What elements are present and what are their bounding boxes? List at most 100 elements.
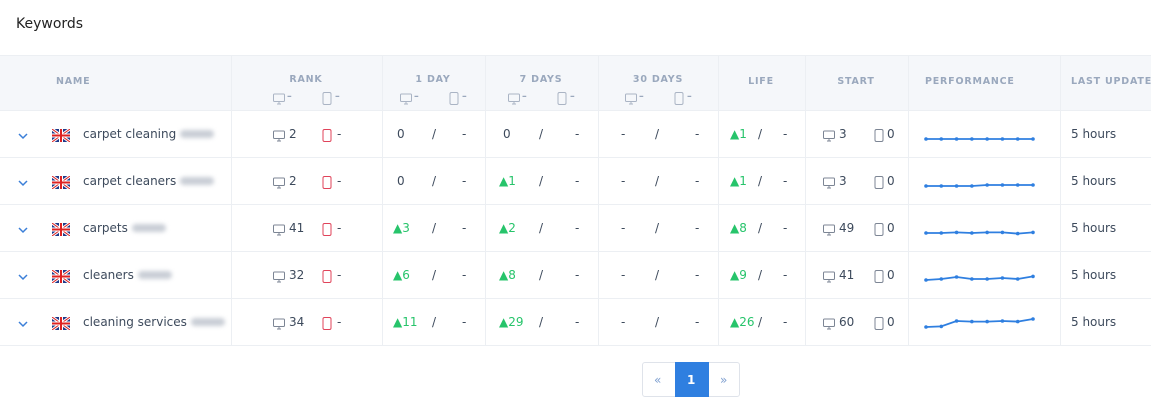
column-header[interactable]: 7 DAYS <box>519 74 563 85</box>
monitor-icon <box>273 315 285 330</box>
life-mobile: - <box>783 127 788 141</box>
separator: / <box>539 315 544 329</box>
column-header[interactable]: 30 DAYS <box>632 74 684 85</box>
performance-point <box>1015 137 1020 141</box>
performance-point <box>939 277 944 281</box>
keyword[interactable]: carpet cleaning <box>83 127 177 141</box>
page-next[interactable]: » <box>720 373 728 387</box>
life-mobile: - <box>783 315 788 329</box>
column-header[interactable]: RANK <box>289 74 323 85</box>
separator: / <box>432 221 437 235</box>
life-change: ▲8 <box>730 221 747 235</box>
performance-point <box>954 137 959 141</box>
day30-mobile: - <box>695 174 700 188</box>
day1-mobile: - <box>462 315 467 329</box>
monitor-icon <box>400 90 412 105</box>
last-update: 5 hours <box>1071 221 1117 235</box>
performance-point <box>1031 137 1035 141</box>
column-header[interactable]: NAME <box>56 76 91 87</box>
rank-desktop: 2 <box>289 127 297 141</box>
mobile-sub: – <box>570 91 576 102</box>
life-change: ▲1 <box>730 127 747 141</box>
monitor-icon <box>823 174 835 189</box>
rank-mobile: - <box>337 268 342 282</box>
monitor-icon <box>625 90 637 105</box>
performance-line <box>926 184 1033 187</box>
column-header[interactable]: 1 DAY <box>415 74 451 85</box>
day30-mobile: - <box>695 127 700 141</box>
day30-mobile: - <box>695 268 700 282</box>
rank-desktop: 34 <box>289 315 305 329</box>
column-header[interactable]: START <box>837 76 875 87</box>
desktop-sub: – <box>522 91 528 102</box>
performance-point <box>1000 183 1005 187</box>
start-mobile: 0 <box>887 221 895 235</box>
separator: / <box>758 221 763 235</box>
row-divider <box>0 157 1151 158</box>
separator: / <box>432 174 437 188</box>
keyword[interactable]: cleaning services <box>83 315 187 329</box>
uk-flag <box>51 174 71 191</box>
keyword[interactable]: cleaners <box>83 268 134 282</box>
blurred-url <box>191 318 225 326</box>
mobile-icon <box>322 315 334 330</box>
mobile-icon <box>674 90 686 105</box>
separator: / <box>655 268 660 282</box>
expand-toggle[interactable] <box>18 125 28 140</box>
keyword[interactable]: carpet cleaners <box>83 174 177 188</box>
desktop-sub: – <box>639 91 645 102</box>
column-header[interactable]: LAST UPDATE <box>1071 76 1151 87</box>
column-header[interactable]: PERFORMANCE <box>925 76 1015 87</box>
blurred-url <box>132 224 166 232</box>
separator: / <box>432 315 437 329</box>
row-divider <box>0 55 1151 56</box>
performance-point <box>1031 317 1035 321</box>
last-update: 5 hours <box>1071 127 1117 141</box>
monitor-icon <box>508 90 520 105</box>
keyword[interactable]: carpets <box>83 221 128 235</box>
start-mobile: 0 <box>887 174 895 188</box>
life-mobile: - <box>783 268 788 282</box>
expand-toggle[interactable] <box>18 172 28 187</box>
performance-point <box>985 277 989 281</box>
day7-change: ▲2 <box>499 221 516 235</box>
start-mobile: 0 <box>887 315 895 329</box>
column-header[interactable]: LIFE <box>748 76 774 87</box>
mobile-icon <box>557 90 569 105</box>
expand-toggle[interactable] <box>18 219 28 234</box>
row-divider <box>0 345 1151 346</box>
mobile-icon <box>322 127 334 142</box>
column-divider <box>231 55 232 345</box>
mobile-icon <box>449 90 461 105</box>
day30-change: - <box>621 315 626 329</box>
rank-desktop: 41 <box>289 221 305 235</box>
day7-mobile: - <box>575 174 580 188</box>
column-divider <box>908 55 909 345</box>
performance-point <box>1031 274 1035 279</box>
last-update: 5 hours <box>1071 174 1117 188</box>
performance-point <box>970 184 974 188</box>
performance-point <box>939 231 944 235</box>
day30-mobile: - <box>695 221 700 235</box>
day1-change: ▲3 <box>393 221 410 235</box>
monitor-icon <box>823 221 835 236</box>
day1-mobile: - <box>462 221 467 235</box>
last-update: 5 hours <box>1071 268 1117 282</box>
page-active[interactable] <box>675 362 709 397</box>
blurred-url <box>180 177 214 185</box>
monitor-icon <box>823 315 835 330</box>
performance-point <box>939 184 944 188</box>
page-current[interactable]: 1 <box>687 373 696 387</box>
performance-point <box>985 230 989 235</box>
day7-change: 0 <box>503 127 511 141</box>
expand-toggle[interactable] <box>18 313 28 328</box>
rank-mobile: - <box>337 221 342 235</box>
blurred-url <box>138 271 172 279</box>
performance-line <box>925 275 1034 281</box>
performance-point <box>1015 231 1020 236</box>
performance-point <box>1000 276 1005 280</box>
page-prev[interactable]: « <box>654 373 662 387</box>
life-change: ▲9 <box>730 268 747 282</box>
expand-toggle[interactable] <box>18 266 28 281</box>
day7-change: ▲8 <box>499 268 516 282</box>
